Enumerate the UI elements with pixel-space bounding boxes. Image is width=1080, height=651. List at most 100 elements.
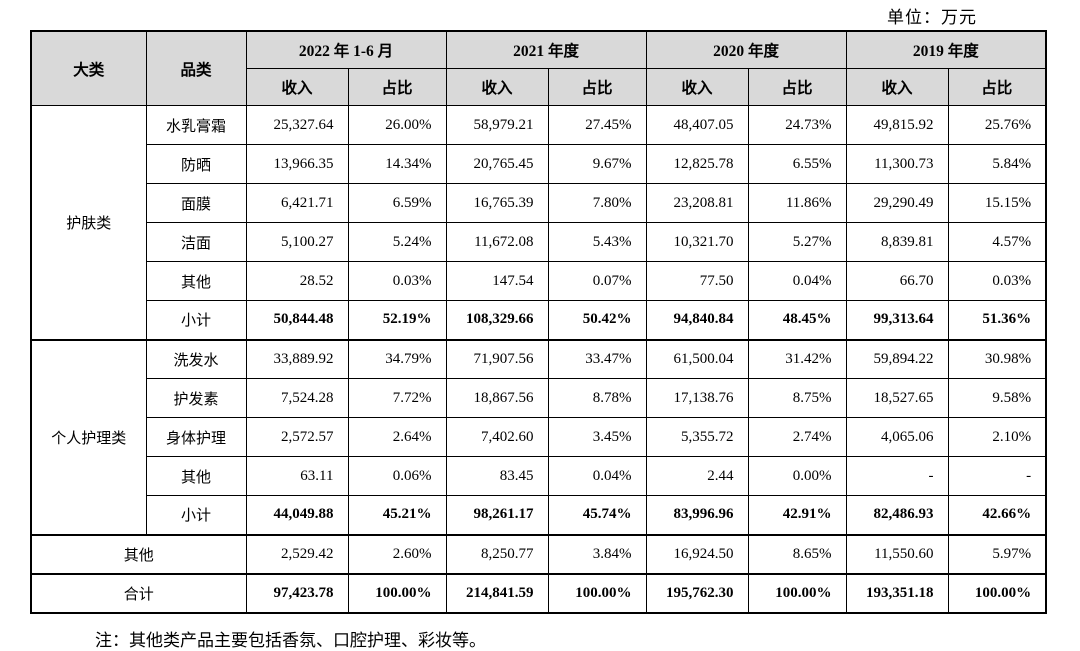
table-row: 其他 2,529.42 2.60% 8,250.77 3.84% 16,924.50 8.6… <box>30 533 1047 574</box>
header-income: 收入 <box>245 68 349 106</box>
value-cell: 2.10% <box>947 417 1047 457</box>
value-cell: 82,486.93 <box>845 495 949 535</box>
value-cell: 48,407.05 <box>645 105 749 145</box>
value-cell: 2.74% <box>747 417 847 457</box>
value-cell: 5,100.27 <box>245 222 349 262</box>
value-cell: 63.11 <box>245 456 349 496</box>
table-header: 大类 品类 2022 年 1-6 月 2021 年度 2020 年度 2019 … <box>30 30 1047 106</box>
category-cell: 其他 <box>145 456 247 496</box>
value-cell: 0.03% <box>347 261 447 301</box>
value-cell: 3.84% <box>547 533 647 574</box>
value-cell: 11,672.08 <box>445 222 549 262</box>
value-cell: 16,765.39 <box>445 183 549 223</box>
table-row: 合计 97,423.78 100.00% 214,841.59 100.00% 195,7… <box>30 572 1047 613</box>
value-cell: 94,840.84 <box>645 300 749 340</box>
category-cell: 护发素 <box>145 378 247 418</box>
value-cell: 5.97% <box>947 533 1047 574</box>
value-cell: 14.34% <box>347 144 447 184</box>
value-cell: 23,208.81 <box>645 183 749 223</box>
footnote: 注：其他类产品主要包括香氛、口腔护理、彩妆等。 <box>95 631 486 650</box>
header-period-2021: 2021 年度 <box>445 30 647 69</box>
value-cell: 3.45% <box>547 417 647 457</box>
value-cell: 77.50 <box>645 261 749 301</box>
table-row: 个人护理类 洗发水 33,889.92 34.79% 71,907.56 33.47% 61… <box>30 338 1047 535</box>
value-cell: 29,290.49 <box>845 183 949 223</box>
value-cell: 7,402.60 <box>445 417 549 457</box>
group-cell: 护肤类 <box>30 105 147 340</box>
category-cell: 小计 <box>145 495 247 535</box>
value-cell: 16,924.50 <box>645 533 749 574</box>
header-period-2019: 2019 年度 <box>845 30 1047 69</box>
value-cell: 0.03% <box>947 261 1047 301</box>
value-cell: 27.45% <box>547 105 647 145</box>
value-cell: 34.79% <box>347 338 447 379</box>
value-cell: 6.59% <box>347 183 447 223</box>
table-row: 护肤类 水乳膏霜 25,327.64 26.00% 58,979.21 27.45% 48,… <box>30 105 1047 340</box>
value-cell: 58,979.21 <box>445 105 549 145</box>
value-cell: 49,815.92 <box>845 105 949 145</box>
value-cell: 13,966.35 <box>245 144 349 184</box>
value-cell: 5,355.72 <box>645 417 749 457</box>
table-row: 面膜 6,421.71 6.59% 16,765.39 7.80% 23,208.81 11… <box>31 183 1047 223</box>
header-share: 占比 <box>547 68 647 106</box>
header-share: 占比 <box>947 68 1047 106</box>
value-cell: 97,423.78 <box>245 572 349 613</box>
value-cell: 7.80% <box>547 183 647 223</box>
header-category: 品类 <box>145 30 247 106</box>
table-row: 其他 63.11 0.06% 83.45 0.04% 2.44 0.00% - - <box>31 456 1047 496</box>
category-cell: 面膜 <box>145 183 247 223</box>
value-cell: 51.36% <box>947 300 1047 340</box>
unit-label: 单位：万元 <box>887 8 977 27</box>
header-period-2022h1: 2022 年 1-6 月 <box>245 30 447 69</box>
header-period-2020: 2020 年度 <box>645 30 847 69</box>
value-cell: 25.76% <box>947 105 1047 145</box>
category-cell: 其他 <box>145 261 247 301</box>
value-cell: 17,138.76 <box>645 378 749 418</box>
value-cell: 9.67% <box>547 144 647 184</box>
header-income: 收入 <box>845 68 949 106</box>
value-cell: 99,313.64 <box>845 300 949 340</box>
table-body: 护肤类 水乳膏霜 25,327.64 26.00% 58,979.21 27.45% 48,… <box>30 105 1047 613</box>
value-cell: 10,321.70 <box>645 222 749 262</box>
value-cell: 195,762.30 <box>645 572 749 613</box>
value-cell: 83.45 <box>445 456 549 496</box>
value-cell: 2.44 <box>645 456 749 496</box>
header-major-category: 大类 <box>30 30 147 106</box>
value-cell: 42.91% <box>747 495 847 535</box>
value-cell: 52.19% <box>347 300 447 340</box>
table-row: 护发素 7,524.28 7.72% 18,867.56 8.78% 17,138.76 8… <box>31 378 1047 418</box>
header-share: 占比 <box>747 68 847 106</box>
value-cell: 61,500.04 <box>645 338 749 379</box>
value-cell: 98,261.17 <box>445 495 549 535</box>
value-cell: 18,527.65 <box>845 378 949 418</box>
value-cell: 11.86% <box>747 183 847 223</box>
value-cell: 11,550.60 <box>845 533 949 574</box>
value-cell: 100.00% <box>547 572 647 613</box>
value-cell: 24.73% <box>747 105 847 145</box>
value-cell: - <box>947 456 1047 496</box>
value-cell: 11,300.73 <box>845 144 949 184</box>
value-cell: 0.04% <box>547 456 647 496</box>
value-cell: 25,327.64 <box>245 105 349 145</box>
value-cell: 0.04% <box>747 261 847 301</box>
value-cell: 5.43% <box>547 222 647 262</box>
value-cell: 9.58% <box>947 378 1047 418</box>
value-cell: 2.60% <box>347 533 447 574</box>
header-income: 收入 <box>445 68 549 106</box>
value-cell: 5.24% <box>347 222 447 262</box>
value-cell: 100.00% <box>747 572 847 613</box>
value-cell: 100.00% <box>347 572 447 613</box>
header-row-subcolumns: 收入 占比 收入 占比 收入 占比 收入 占比 <box>31 68 1047 106</box>
value-cell: 2,572.57 <box>245 417 349 457</box>
header-row-periods: 大类 品类 2022 年 1-6 月 2021 年度 2020 年度 2019 … <box>30 30 1047 106</box>
value-cell: 33,889.92 <box>245 338 349 379</box>
value-cell: 28.52 <box>245 261 349 301</box>
value-cell: 15.15% <box>947 183 1047 223</box>
value-cell: 30.98% <box>947 338 1047 379</box>
value-cell: 193,351.18 <box>845 572 949 613</box>
value-cell: 50.42% <box>547 300 647 340</box>
group-cell: 个人护理类 <box>30 338 147 535</box>
category-cell: 洁面 <box>145 222 247 262</box>
value-cell: 8,839.81 <box>845 222 949 262</box>
table-row: 其他 28.52 0.03% 147.54 0.07% 77.50 0.04% 66.70 0.… <box>31 261 1047 301</box>
